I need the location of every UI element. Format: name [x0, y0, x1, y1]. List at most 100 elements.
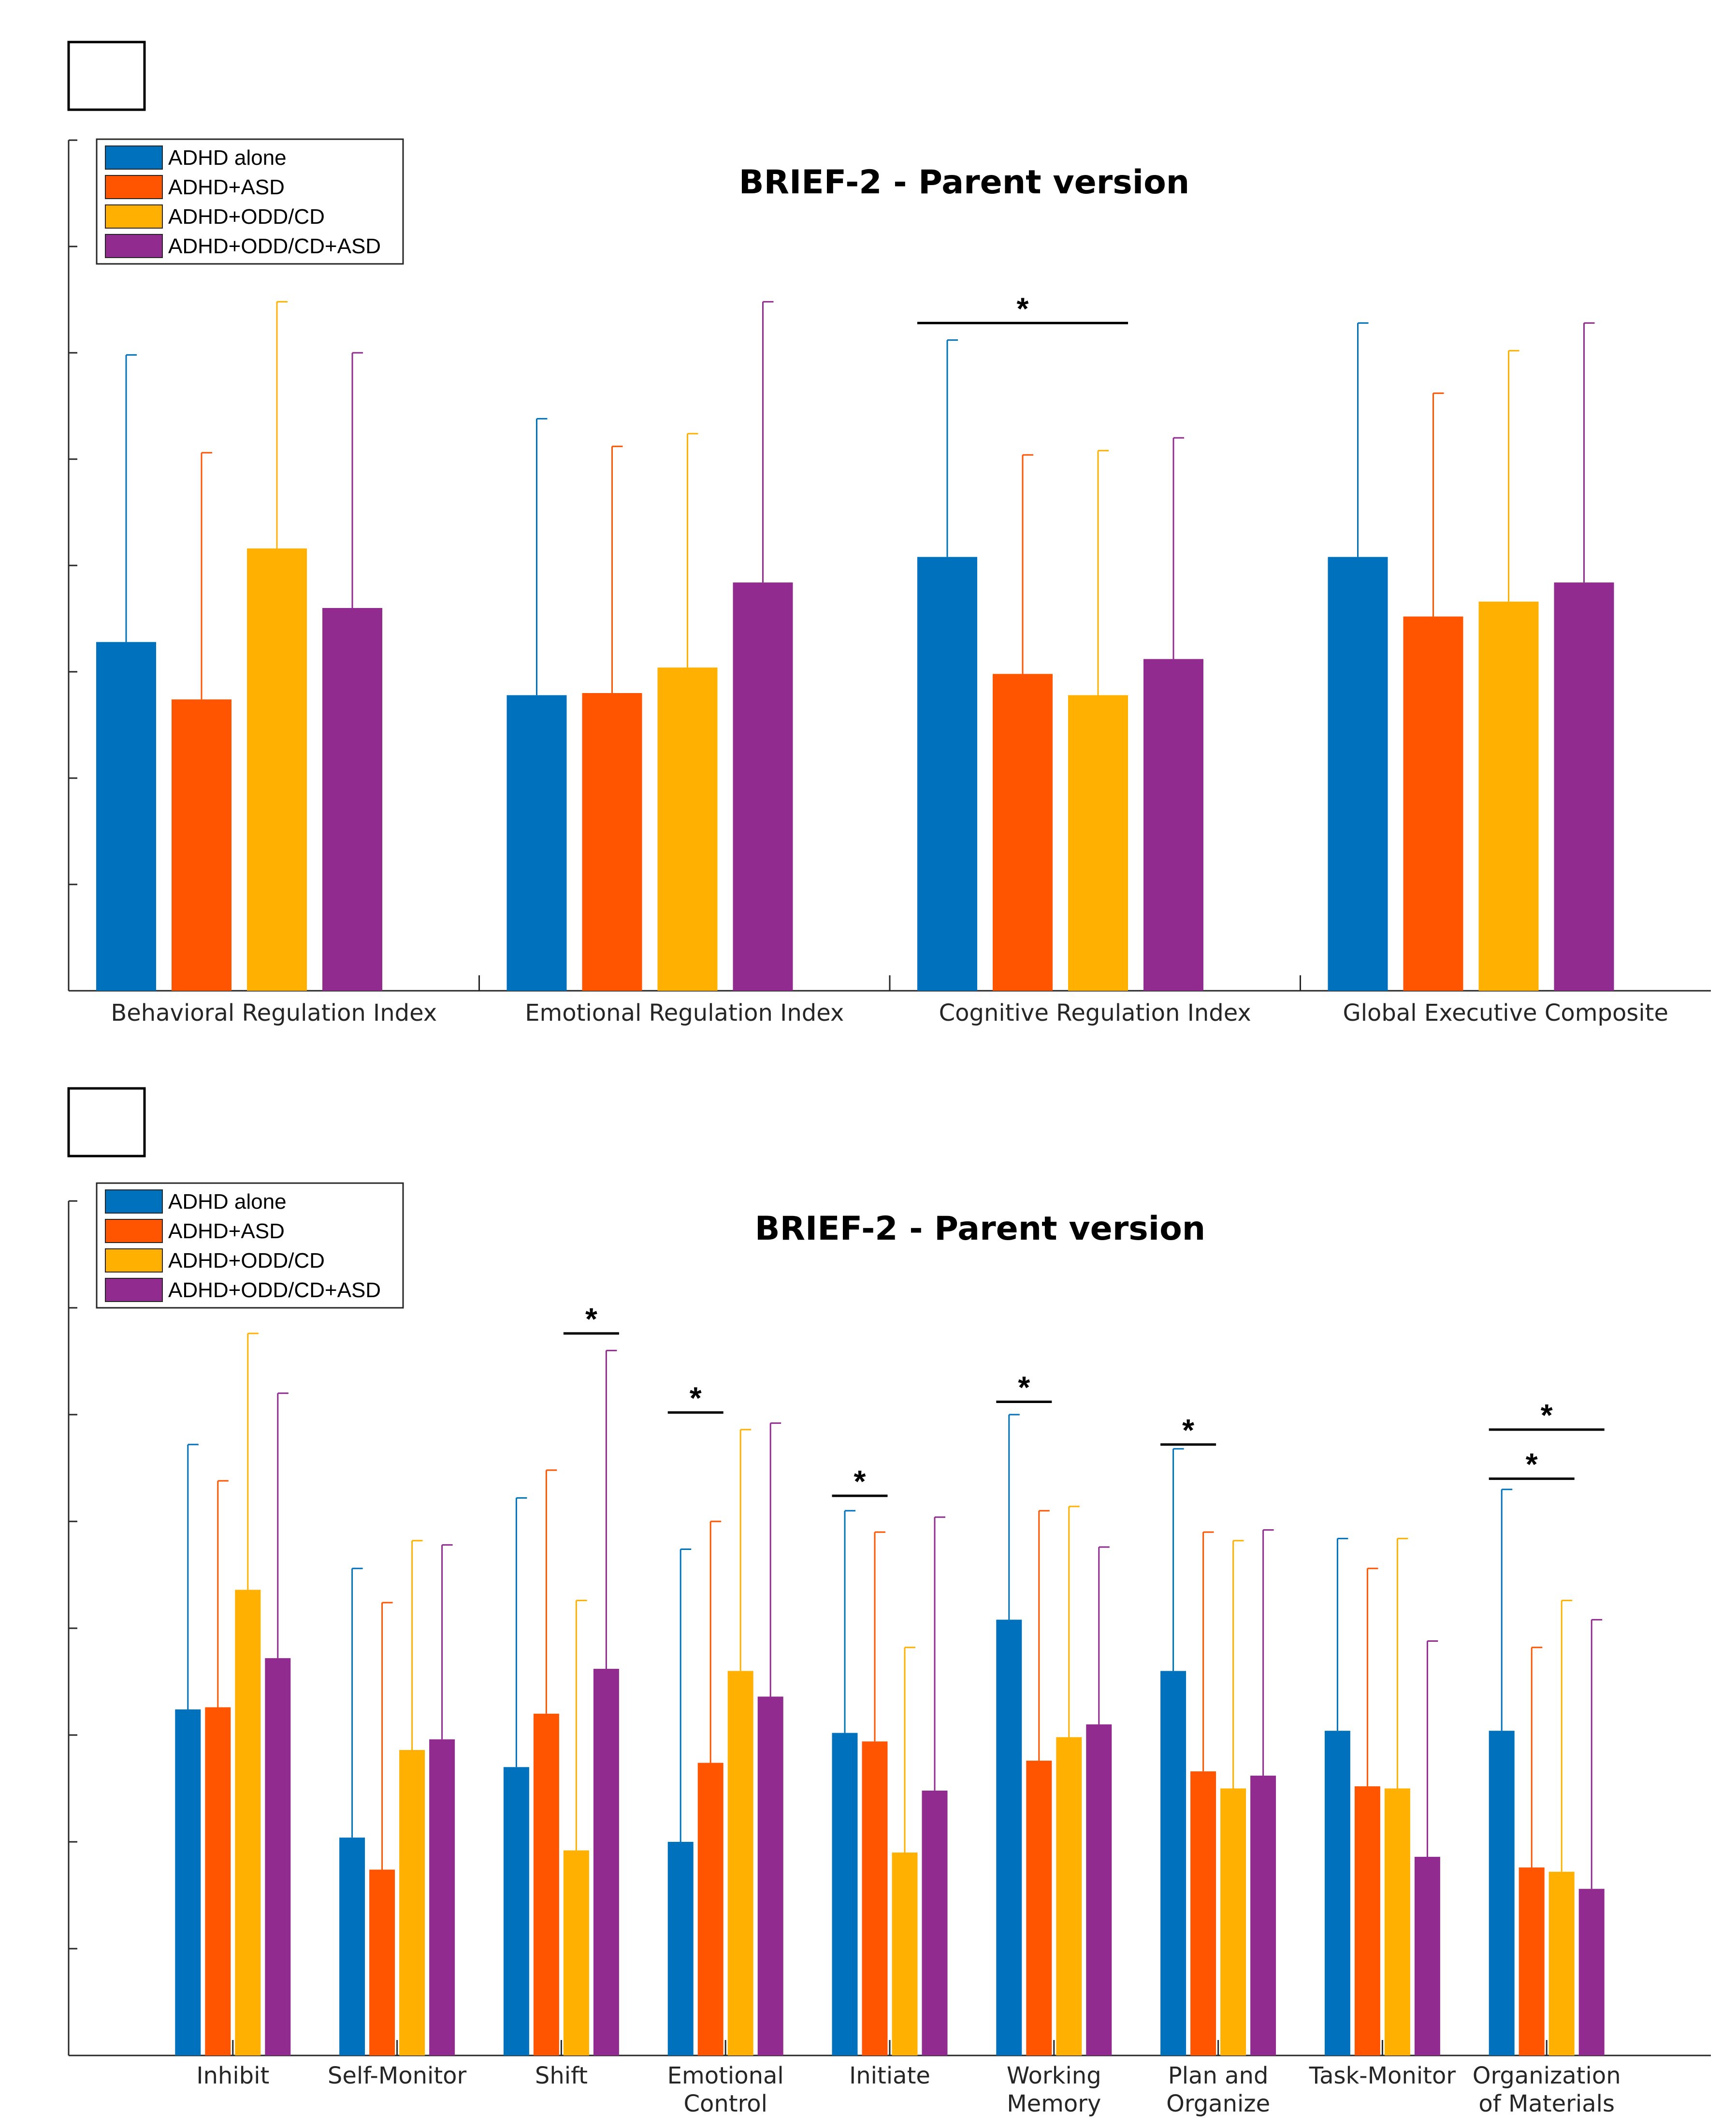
bar-adhd-asd-cat-1 — [369, 1869, 395, 2055]
legend-swatch — [105, 145, 163, 170]
legend-swatch — [105, 1248, 163, 1273]
bar-adhd-alone-cat-3 — [1328, 557, 1388, 991]
bar-adhd-odd-cd-cat-2 — [1068, 695, 1128, 991]
legend-swatch — [105, 175, 163, 199]
bar-adhd-alone-cat-5 — [996, 1620, 1022, 2055]
x-category-label: Initiate — [849, 2062, 930, 2089]
bar-adhd-odd-cd-asd-cat-7 — [1414, 1856, 1440, 2055]
bar-adhd-odd-cd-cat-3 — [727, 1671, 753, 2055]
significance-marker: * — [1018, 1370, 1030, 1404]
x-category-label: Global Executive Composite — [1343, 999, 1669, 1027]
bar-adhd-odd-cd-asd-cat-4 — [922, 1790, 948, 2055]
significance-marker: * — [1017, 291, 1029, 326]
x-category-label-line: Shift — [535, 2062, 588, 2089]
x-category-label-line: Inhibit — [196, 2062, 269, 2089]
significance-marker: * — [690, 1381, 702, 1416]
bar-adhd-odd-cd-cat-1 — [399, 1750, 425, 2055]
bar-adhd-asd-cat-6 — [1190, 1771, 1216, 2055]
bar-adhd-asd-cat-2 — [993, 674, 1053, 991]
bar-adhd-asd-cat-2 — [533, 1713, 559, 2055]
legend-entry-label: ADHD+ODD/CD — [168, 1249, 325, 1273]
x-category-label-line: Organize — [1166, 2090, 1270, 2117]
legend-entry-label: ADHD+ASD — [168, 1219, 285, 1243]
bar-adhd-odd-cd-cat-2 — [563, 1850, 589, 2055]
bar-adhd-odd-cd-asd-cat-3 — [757, 1696, 783, 2055]
x-category-label-line: Emotional Regulation Index — [525, 999, 844, 1027]
bar-adhd-asd-cat-5 — [1026, 1761, 1052, 2055]
legend-swatch — [105, 1189, 163, 1214]
bar-adhd-asd-cat-3 — [1403, 616, 1463, 991]
bar-adhd-odd-cd-asd-cat-0 — [265, 1658, 291, 2055]
x-category-label-line: Global Executive Composite — [1343, 999, 1669, 1027]
significance-marker: * — [585, 1302, 597, 1336]
x-category-label-line: Emotional — [667, 2062, 784, 2089]
bar-adhd-asd-cat-7 — [1354, 1786, 1380, 2055]
bar-adhd-odd-cd-cat-5 — [1056, 1737, 1082, 2055]
bar-adhd-odd-cd-asd-cat-8 — [1578, 1889, 1605, 2055]
bar-adhd-alone-cat-1 — [339, 1838, 365, 2055]
bar-adhd-odd-cd-cat-0 — [247, 548, 307, 991]
x-category-label: Task-Monitor — [1309, 2062, 1456, 2089]
chart-title: BRIEF-2 - Parent version — [755, 1210, 1205, 1248]
x-category-label: Shift — [535, 2062, 588, 2089]
x-category-label-line: Memory — [1007, 2090, 1101, 2117]
bar-adhd-alone-cat-4 — [832, 1733, 858, 2055]
bar-adhd-alone-cat-0 — [175, 1709, 201, 2055]
panel-label-box — [67, 41, 146, 111]
bar-adhd-alone-cat-3 — [667, 1842, 694, 2055]
bar-adhd-odd-cd-asd-cat-0 — [322, 608, 382, 991]
x-category-label-line: of Materials — [1478, 2090, 1615, 2117]
bar-adhd-alone-cat-6 — [1160, 1671, 1186, 2055]
legend-swatch — [105, 1219, 163, 1243]
legend: ADHD alone ADHD+ASD ADHD+ODD/CD ADHD+ODD/CD… — [96, 1182, 404, 1309]
x-category-label: Behavioral Regulation Index — [111, 999, 437, 1027]
x-category-label: Self-Monitor — [328, 2062, 467, 2089]
x-category-label: Cognitive Regulation Index — [939, 999, 1251, 1027]
x-category-label: Emotional Regulation Index — [525, 999, 844, 1027]
bar-adhd-odd-cd-cat-4 — [892, 1852, 918, 2055]
x-category-label-line: Task-Monitor — [1309, 2062, 1456, 2089]
x-category-label-line: Control — [683, 2090, 767, 2117]
x-category-label: Working Memory — [1007, 2062, 1101, 2117]
legend-entry-label: ADHD alone — [168, 146, 287, 170]
x-category-label-line: Plan and — [1168, 2062, 1269, 2089]
x-category-label: Organization of Materials — [1473, 2062, 1621, 2117]
bar-adhd-odd-cd-asd-cat-1 — [429, 1739, 455, 2055]
x-category-label: Plan and Organize — [1166, 2062, 1270, 2117]
bar-adhd-odd-cd-asd-cat-3 — [1554, 582, 1614, 991]
x-category-label-line: Initiate — [849, 2062, 930, 2089]
bar-adhd-odd-cd-asd-cat-6 — [1250, 1775, 1276, 2055]
bar-adhd-asd-cat-0 — [205, 1707, 231, 2055]
bar-adhd-odd-cd-asd-cat-1 — [733, 582, 793, 991]
legend-swatch — [105, 1278, 163, 1302]
bar-adhd-odd-cd-asd-cat-2 — [1143, 659, 1203, 991]
legend-entry-label: ADHD alone — [168, 1190, 287, 1214]
x-category-label-line: Organization — [1473, 2062, 1621, 2089]
panel-label-frame — [67, 41, 146, 111]
legend: ADHD alone ADHD+ASD ADHD+ODD/CD ADHD+ODD/CD… — [96, 138, 404, 265]
bar-adhd-odd-cd-cat-7 — [1384, 1788, 1410, 2055]
bar-adhd-alone-cat-0 — [96, 642, 156, 991]
bar-adhd-alone-cat-8 — [1489, 1731, 1515, 2055]
legend-swatch — [105, 204, 163, 229]
bar-adhd-asd-cat-3 — [697, 1763, 723, 2055]
x-category-label: Inhibit — [196, 2062, 269, 2089]
bar-adhd-asd-cat-1 — [582, 693, 642, 991]
chart-panel-a: Behavioral Regulation Index Emotional Reg… — [67, 41, 1711, 1027]
bar-adhd-odd-cd-cat-6 — [1220, 1788, 1246, 2055]
chart-title: BRIEF-2 - Parent version — [739, 163, 1189, 202]
legend-entry-label: ADHD+ODD/CD+ASD — [168, 234, 381, 258]
bar-adhd-alone-cat-1 — [506, 695, 567, 991]
panel-label-frame — [67, 1087, 146, 1158]
significance-marker: * — [1526, 1447, 1538, 1482]
significance-marker: * — [1182, 1413, 1194, 1447]
x-category-label-line: Self-Monitor — [328, 2062, 467, 2089]
legend-entry-label: ADHD+ODD/CD+ASD — [168, 1278, 381, 1302]
bar-adhd-odd-cd-cat-0 — [235, 1590, 261, 2055]
x-category-label-line: Working — [1007, 2062, 1101, 2089]
chart-panel-b: Inhibit Self-Monitor Shift Emotional Control… — [67, 1087, 1711, 2117]
bar-adhd-asd-cat-4 — [862, 1741, 888, 2055]
panel-label-box — [67, 1087, 146, 1158]
significance-marker: * — [1541, 1398, 1553, 1432]
